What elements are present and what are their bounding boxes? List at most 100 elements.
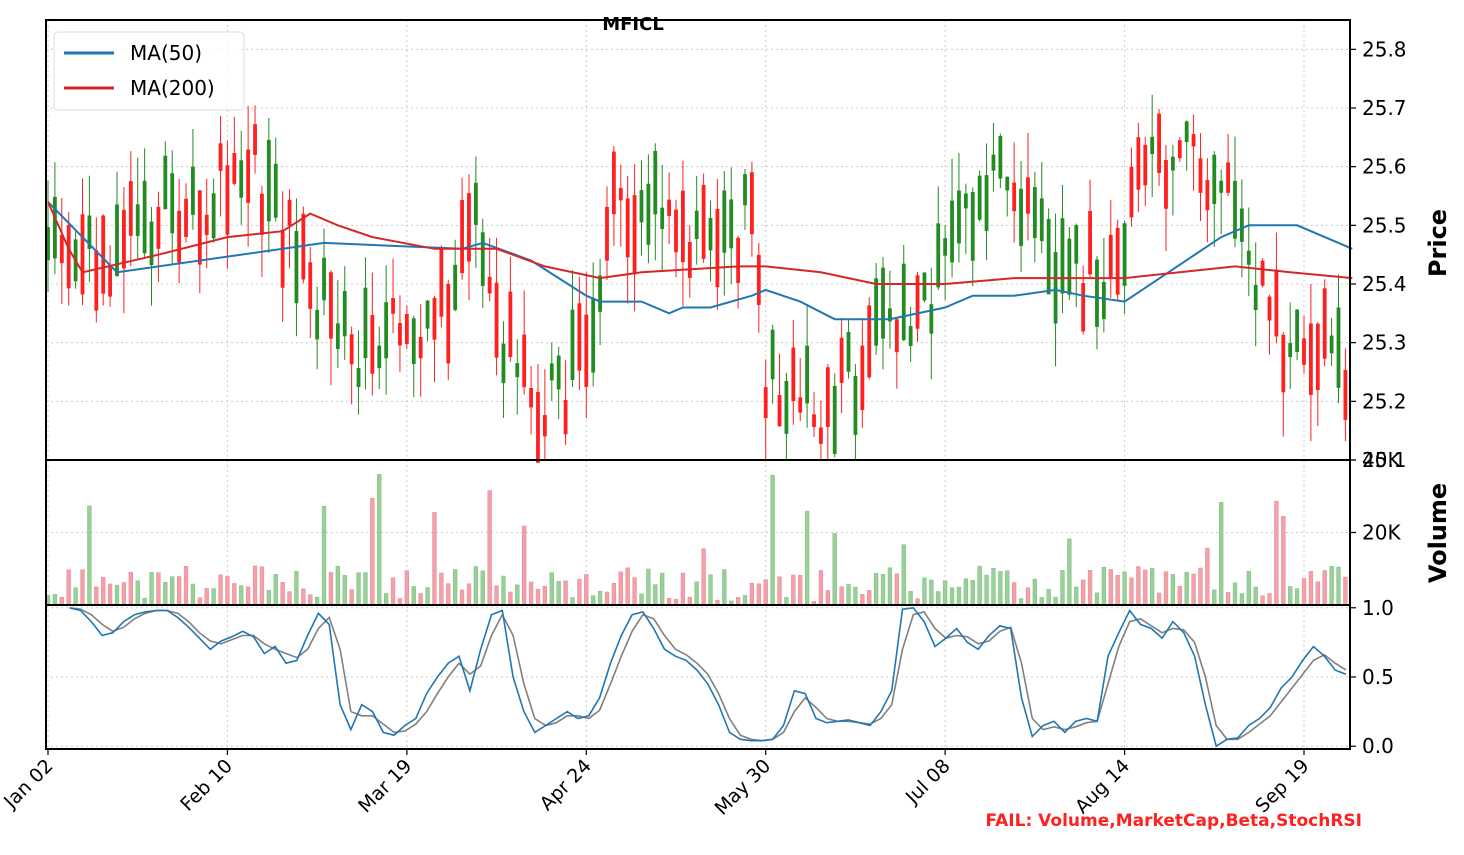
x-tick-label: Jan 02	[0, 755, 58, 813]
candle-body	[874, 278, 878, 345]
candle-body	[488, 277, 492, 294]
volume-bar	[412, 586, 416, 605]
candle-body	[1019, 189, 1023, 246]
volume-bar	[757, 584, 761, 605]
volume-bar	[1095, 593, 1099, 605]
volume-bar	[1081, 580, 1085, 605]
candle-body	[1047, 219, 1051, 294]
x-tick-label: Feb 10	[176, 755, 237, 816]
candle-body	[370, 315, 374, 374]
volume-bar	[295, 571, 299, 605]
candle-body	[1288, 343, 1292, 357]
price-tick-label: 25.7	[1362, 96, 1407, 120]
candle-body	[1157, 114, 1161, 173]
candle-body	[543, 415, 547, 436]
volume-bar	[992, 568, 996, 605]
volume-bar	[198, 598, 202, 605]
candle-body	[798, 397, 802, 412]
x-tick-label: Sep 19	[1251, 755, 1313, 817]
candle-body	[626, 198, 630, 257]
candle-body	[129, 181, 133, 236]
candle-body	[750, 172, 754, 234]
volume-bar	[481, 571, 485, 605]
volume-bar	[391, 578, 395, 605]
volume-bar	[722, 570, 726, 605]
candle-body	[246, 150, 250, 203]
volume-bar	[74, 588, 78, 605]
candle-body	[136, 204, 140, 236]
candle-body	[1095, 260, 1099, 327]
candle-body	[633, 195, 637, 274]
volume-bar	[453, 570, 457, 605]
volume-bar	[1316, 582, 1320, 605]
candle-body	[405, 314, 409, 344]
price-tick-label: 25.6	[1362, 155, 1407, 179]
volume-bar	[1061, 570, 1065, 605]
candle-body	[646, 184, 650, 245]
volume-bar	[971, 580, 975, 605]
candle-body	[860, 346, 864, 410]
volume-bar	[515, 585, 519, 605]
volume-bar	[874, 573, 878, 605]
volume-bar	[336, 566, 340, 605]
x-tick-label: Apr 24	[536, 755, 596, 815]
volume-bar	[1026, 588, 1030, 605]
candle-body	[1109, 235, 1113, 277]
candle-body	[1323, 288, 1327, 358]
candle-body	[308, 262, 312, 309]
volume-bar	[640, 594, 644, 605]
volume-bar	[343, 575, 347, 605]
candle-body	[909, 326, 913, 346]
volume-bar	[364, 573, 368, 605]
candle-body	[1199, 158, 1203, 192]
volume-bar	[232, 583, 236, 605]
x-tick-label: Aug 14	[1071, 755, 1134, 818]
candle-body	[260, 194, 264, 235]
ma200-line	[48, 202, 1352, 284]
candle-body	[81, 214, 85, 294]
candle-body	[1330, 336, 1334, 354]
volume-bar	[764, 580, 768, 605]
volume-bar	[529, 582, 533, 605]
volume-bar	[1123, 572, 1127, 605]
candle-body	[1074, 225, 1078, 264]
volume-bar	[184, 566, 188, 605]
volume-bar	[998, 571, 1002, 605]
candle-body	[833, 386, 837, 454]
volume-bar	[329, 572, 333, 605]
candle-body	[315, 310, 319, 339]
candle-body	[571, 310, 575, 380]
volume-bar	[854, 587, 858, 605]
volume-bar	[419, 594, 423, 605]
candle-body	[1130, 167, 1134, 218]
volume-bar	[536, 589, 540, 605]
volume-bar	[785, 597, 789, 605]
volume-bar	[253, 566, 257, 605]
candle-body	[67, 225, 71, 288]
candle-body	[743, 174, 747, 205]
volume-bar	[860, 594, 864, 605]
volume-bar	[985, 575, 989, 605]
candle-body	[219, 143, 223, 171]
volume-bar	[1212, 590, 1216, 605]
volume-bar	[543, 586, 547, 605]
candle-body	[867, 305, 871, 377]
candle-body	[840, 338, 844, 383]
volume-bar	[508, 592, 512, 605]
volume-bar	[88, 506, 92, 605]
volume-bar	[805, 511, 809, 605]
candle-body	[1344, 370, 1348, 420]
candle-body	[377, 346, 381, 369]
candle-body	[267, 140, 271, 221]
volume-bar	[405, 571, 409, 605]
candle-body	[736, 238, 740, 283]
volume-bar	[1130, 578, 1134, 605]
volume-bar	[177, 577, 181, 605]
candle-body	[384, 302, 388, 358]
volume-bar	[619, 572, 623, 605]
volume-bar	[564, 581, 568, 605]
candle-body	[1012, 183, 1016, 212]
volume-bar	[867, 590, 871, 605]
volume-bar	[1012, 583, 1016, 605]
candle-body	[495, 283, 499, 358]
